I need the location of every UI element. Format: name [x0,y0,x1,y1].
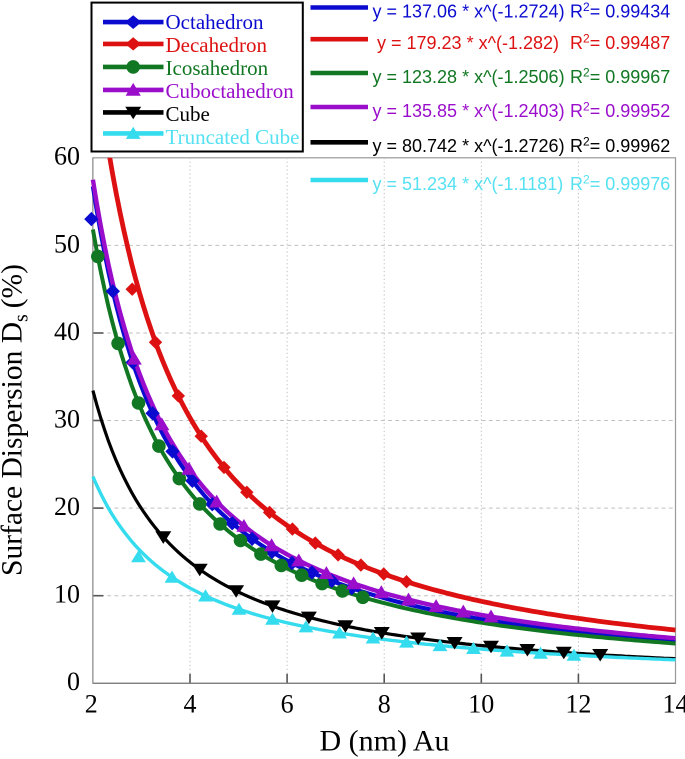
svg-text:14: 14 [663,690,685,719]
svg-text:R2= 0.99962: R2= 0.99962 [570,135,670,157]
svg-text:30: 30 [54,404,80,433]
svg-text:Cuboctahedron: Cuboctahedron [166,79,295,103]
svg-text:40: 40 [54,317,80,346]
svg-text:Cube: Cube [166,102,210,126]
svg-text:Truncated Cube: Truncated Cube [166,125,300,149]
svg-text:D (nm) Au: D (nm) Au [320,725,450,758]
svg-text:R2= 0.99952: R2= 0.99952 [570,99,670,121]
svg-text:2: 2 [85,690,98,719]
svg-text:60: 60 [54,142,80,171]
svg-text:20: 20 [54,492,80,521]
svg-text:R2= 0.99487: R2= 0.99487 [570,32,670,54]
svg-text:8: 8 [378,690,391,719]
svg-text:y = 179.23 * x^(-1.282): y = 179.23 * x^(-1.282) [377,33,559,53]
svg-text:y = 135.85 * x^(-1.2403): y = 135.85 * x^(-1.2403) [373,101,565,121]
svg-text:Surface Dispersion Ds (%): Surface Dispersion Ds (%) [0,264,33,576]
svg-text:y = 123.28 * x^(-1.2506): y = 123.28 * x^(-1.2506) [373,67,565,87]
svg-text:Icosahedron: Icosahedron [166,56,269,80]
svg-text:R2= 0.99967: R2= 0.99967 [570,65,670,87]
svg-text:y = 137.06 * x^(-1.2724): y = 137.06 * x^(-1.2724) [373,1,565,21]
svg-text:12: 12 [565,690,591,719]
svg-text:10: 10 [54,580,80,609]
svg-text:0: 0 [67,667,80,696]
svg-text:10: 10 [468,690,494,719]
svg-text:Decahedron: Decahedron [166,33,268,57]
svg-text:4: 4 [184,690,197,719]
svg-text:R2= 0.99976: R2= 0.99976 [570,172,670,194]
svg-text:y = 80.742 * x^(-1.2726): y = 80.742 * x^(-1.2726) [373,136,565,156]
svg-text:6: 6 [281,690,294,719]
svg-text:y = 51.234 * x^(-1.1181): y = 51.234 * x^(-1.1181) [373,174,564,194]
svg-text:Octahedron: Octahedron [166,10,264,34]
svg-text:50: 50 [54,229,80,258]
svg-text:R2= 0.99434: R2= 0.99434 [570,0,670,21]
